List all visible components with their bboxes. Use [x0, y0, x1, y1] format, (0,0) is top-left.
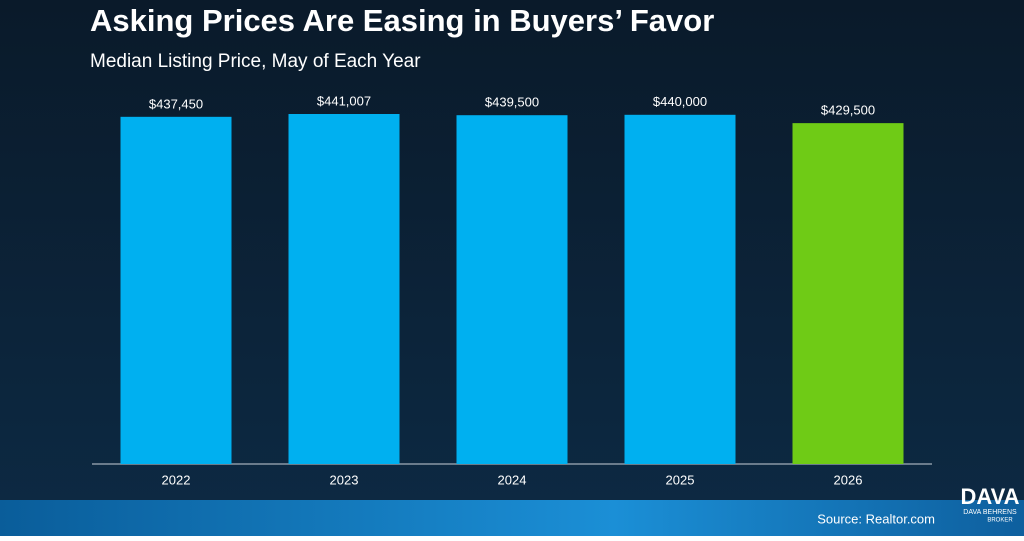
x-tick-label: 2026 — [834, 472, 863, 487]
x-tick-label: 2025 — [666, 472, 695, 487]
x-tick-label: 2023 — [330, 472, 359, 487]
chart-subtitle: Median Listing Price, May of Each Year — [90, 51, 421, 72]
bar — [792, 123, 904, 465]
value-label: $441,007 — [317, 93, 371, 108]
logo-mark: DAVA — [960, 484, 1019, 509]
bar — [624, 114, 736, 464]
x-tick-label: 2024 — [498, 472, 527, 487]
logo-role: BROKER — [987, 518, 1013, 524]
bar — [288, 114, 400, 464]
footer-strip — [0, 500, 1024, 536]
value-label: $437,450 — [149, 96, 203, 111]
logo-name: DAVA BEHRENS — [963, 509, 1017, 516]
bar — [120, 116, 232, 464]
chart-title: Asking Prices Are Easing in Buyers’ Favo… — [90, 3, 714, 38]
x-tick-label: 2022 — [162, 472, 191, 487]
value-label: $429,500 — [821, 103, 875, 118]
value-label: $439,500 — [485, 95, 539, 110]
bar — [456, 115, 568, 464]
source: Source: Realtor.com — [817, 511, 935, 526]
value-label: $440,000 — [653, 94, 707, 109]
